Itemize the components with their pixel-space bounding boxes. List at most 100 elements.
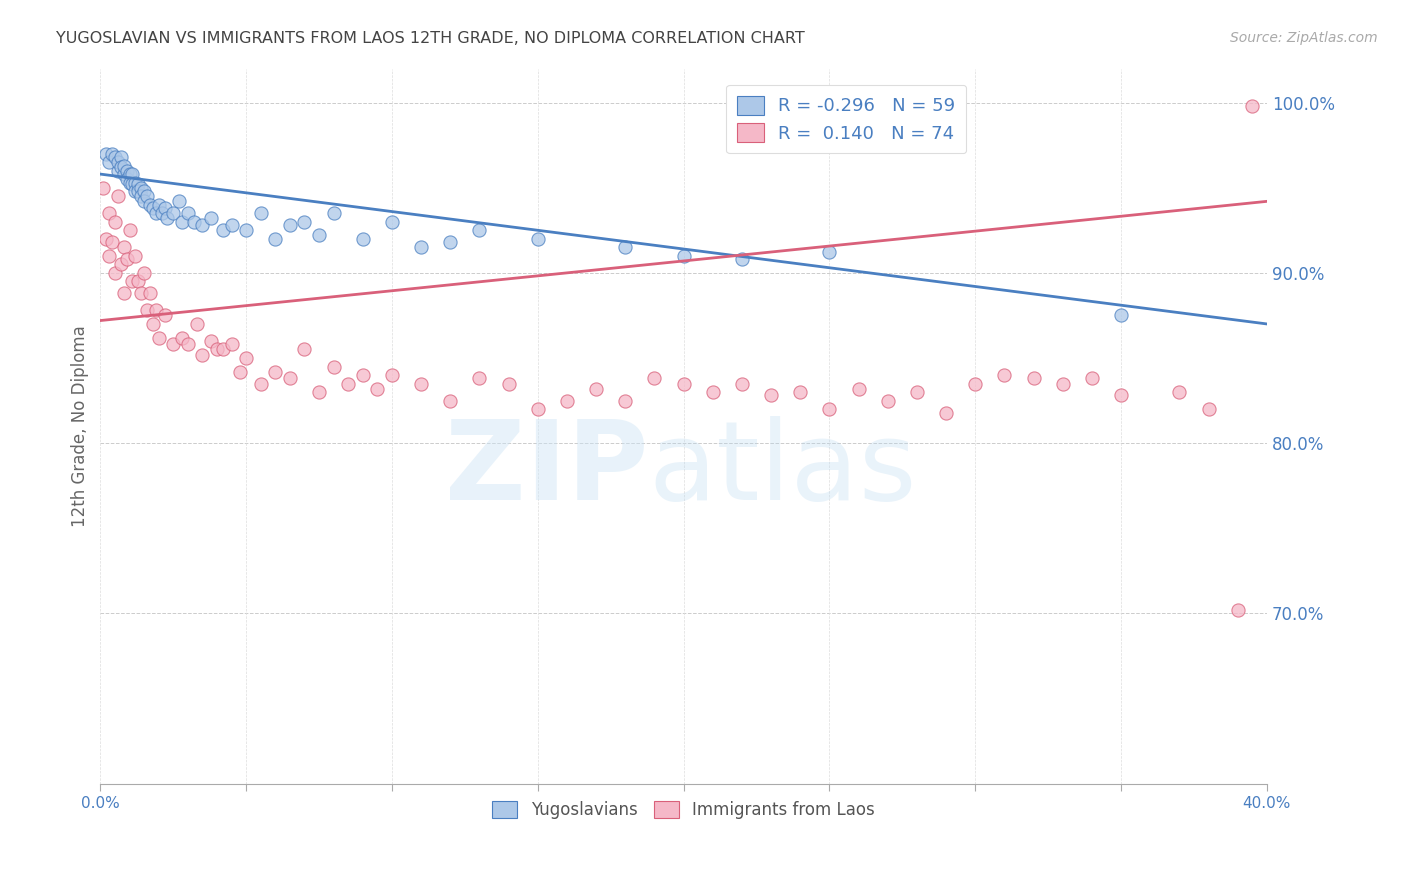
Point — [1198, 402, 1220, 417]
Point — [107, 163, 129, 178]
Point — [527, 402, 550, 417]
Point — [555, 393, 578, 408]
Point — [115, 252, 138, 267]
Point — [468, 223, 491, 237]
Point — [132, 266, 155, 280]
Point — [221, 218, 243, 232]
Point — [731, 376, 754, 391]
Point — [107, 155, 129, 169]
Point — [101, 146, 124, 161]
Point — [139, 286, 162, 301]
Point — [191, 348, 214, 362]
Point — [211, 343, 233, 357]
Point — [249, 206, 271, 220]
Point — [96, 232, 118, 246]
Point — [468, 371, 491, 385]
Point — [139, 198, 162, 212]
Point — [411, 240, 433, 254]
Point — [439, 235, 461, 250]
Point — [110, 161, 132, 175]
Point — [818, 402, 841, 417]
Point — [905, 385, 928, 400]
Point — [264, 365, 287, 379]
Point — [127, 184, 149, 198]
Point — [112, 240, 135, 254]
Point — [731, 252, 754, 267]
Point — [1109, 388, 1132, 402]
Point — [965, 376, 987, 391]
Point — [322, 206, 344, 220]
Point — [121, 167, 143, 181]
Point — [205, 343, 228, 357]
Point — [162, 206, 184, 220]
Point — [127, 274, 149, 288]
Point — [186, 317, 208, 331]
Point — [145, 206, 167, 220]
Point — [145, 303, 167, 318]
Point — [110, 257, 132, 271]
Point — [439, 393, 461, 408]
Point — [527, 232, 550, 246]
Text: ZIP: ZIP — [446, 416, 648, 523]
Point — [614, 240, 637, 254]
Point — [162, 337, 184, 351]
Point — [818, 245, 841, 260]
Point — [156, 211, 179, 226]
Point — [132, 194, 155, 209]
Point — [170, 330, 193, 344]
Point — [672, 249, 695, 263]
Point — [1168, 385, 1191, 400]
Point — [381, 368, 404, 382]
Point — [98, 249, 121, 263]
Point — [107, 189, 129, 203]
Point — [98, 155, 121, 169]
Point — [118, 223, 141, 237]
Point — [702, 385, 724, 400]
Point — [183, 215, 205, 229]
Legend: Yugoslavians, Immigrants from Laos: Yugoslavians, Immigrants from Laos — [485, 794, 882, 825]
Point — [278, 218, 301, 232]
Point — [249, 376, 271, 391]
Point — [498, 376, 520, 391]
Point — [153, 201, 176, 215]
Point — [614, 393, 637, 408]
Point — [672, 376, 695, 391]
Point — [110, 150, 132, 164]
Point — [759, 388, 782, 402]
Point — [191, 218, 214, 232]
Point — [1081, 371, 1104, 385]
Point — [848, 382, 870, 396]
Point — [211, 223, 233, 237]
Point — [104, 266, 127, 280]
Point — [294, 215, 316, 229]
Point — [993, 368, 1015, 382]
Y-axis label: 12th Grade, No Diploma: 12th Grade, No Diploma — [72, 326, 89, 527]
Point — [411, 376, 433, 391]
Point — [96, 146, 118, 161]
Point — [352, 368, 374, 382]
Point — [352, 232, 374, 246]
Point — [121, 274, 143, 288]
Point — [136, 303, 159, 318]
Text: YUGOSLAVIAN VS IMMIGRANTS FROM LAOS 12TH GRADE, NO DIPLOMA CORRELATION CHART: YUGOSLAVIAN VS IMMIGRANTS FROM LAOS 12TH… — [56, 31, 806, 46]
Point — [1241, 99, 1264, 113]
Point — [124, 176, 146, 190]
Point — [294, 343, 316, 357]
Point — [129, 189, 152, 203]
Text: atlas: atlas — [648, 416, 917, 523]
Point — [148, 330, 170, 344]
Point — [124, 184, 146, 198]
Point — [1052, 376, 1074, 391]
Point — [170, 215, 193, 229]
Point — [101, 235, 124, 250]
Point — [127, 178, 149, 192]
Point — [115, 163, 138, 178]
Point — [112, 286, 135, 301]
Point — [148, 198, 170, 212]
Point — [229, 365, 252, 379]
Point — [132, 184, 155, 198]
Point — [129, 180, 152, 194]
Point — [104, 215, 127, 229]
Point — [115, 172, 138, 186]
Point — [124, 249, 146, 263]
